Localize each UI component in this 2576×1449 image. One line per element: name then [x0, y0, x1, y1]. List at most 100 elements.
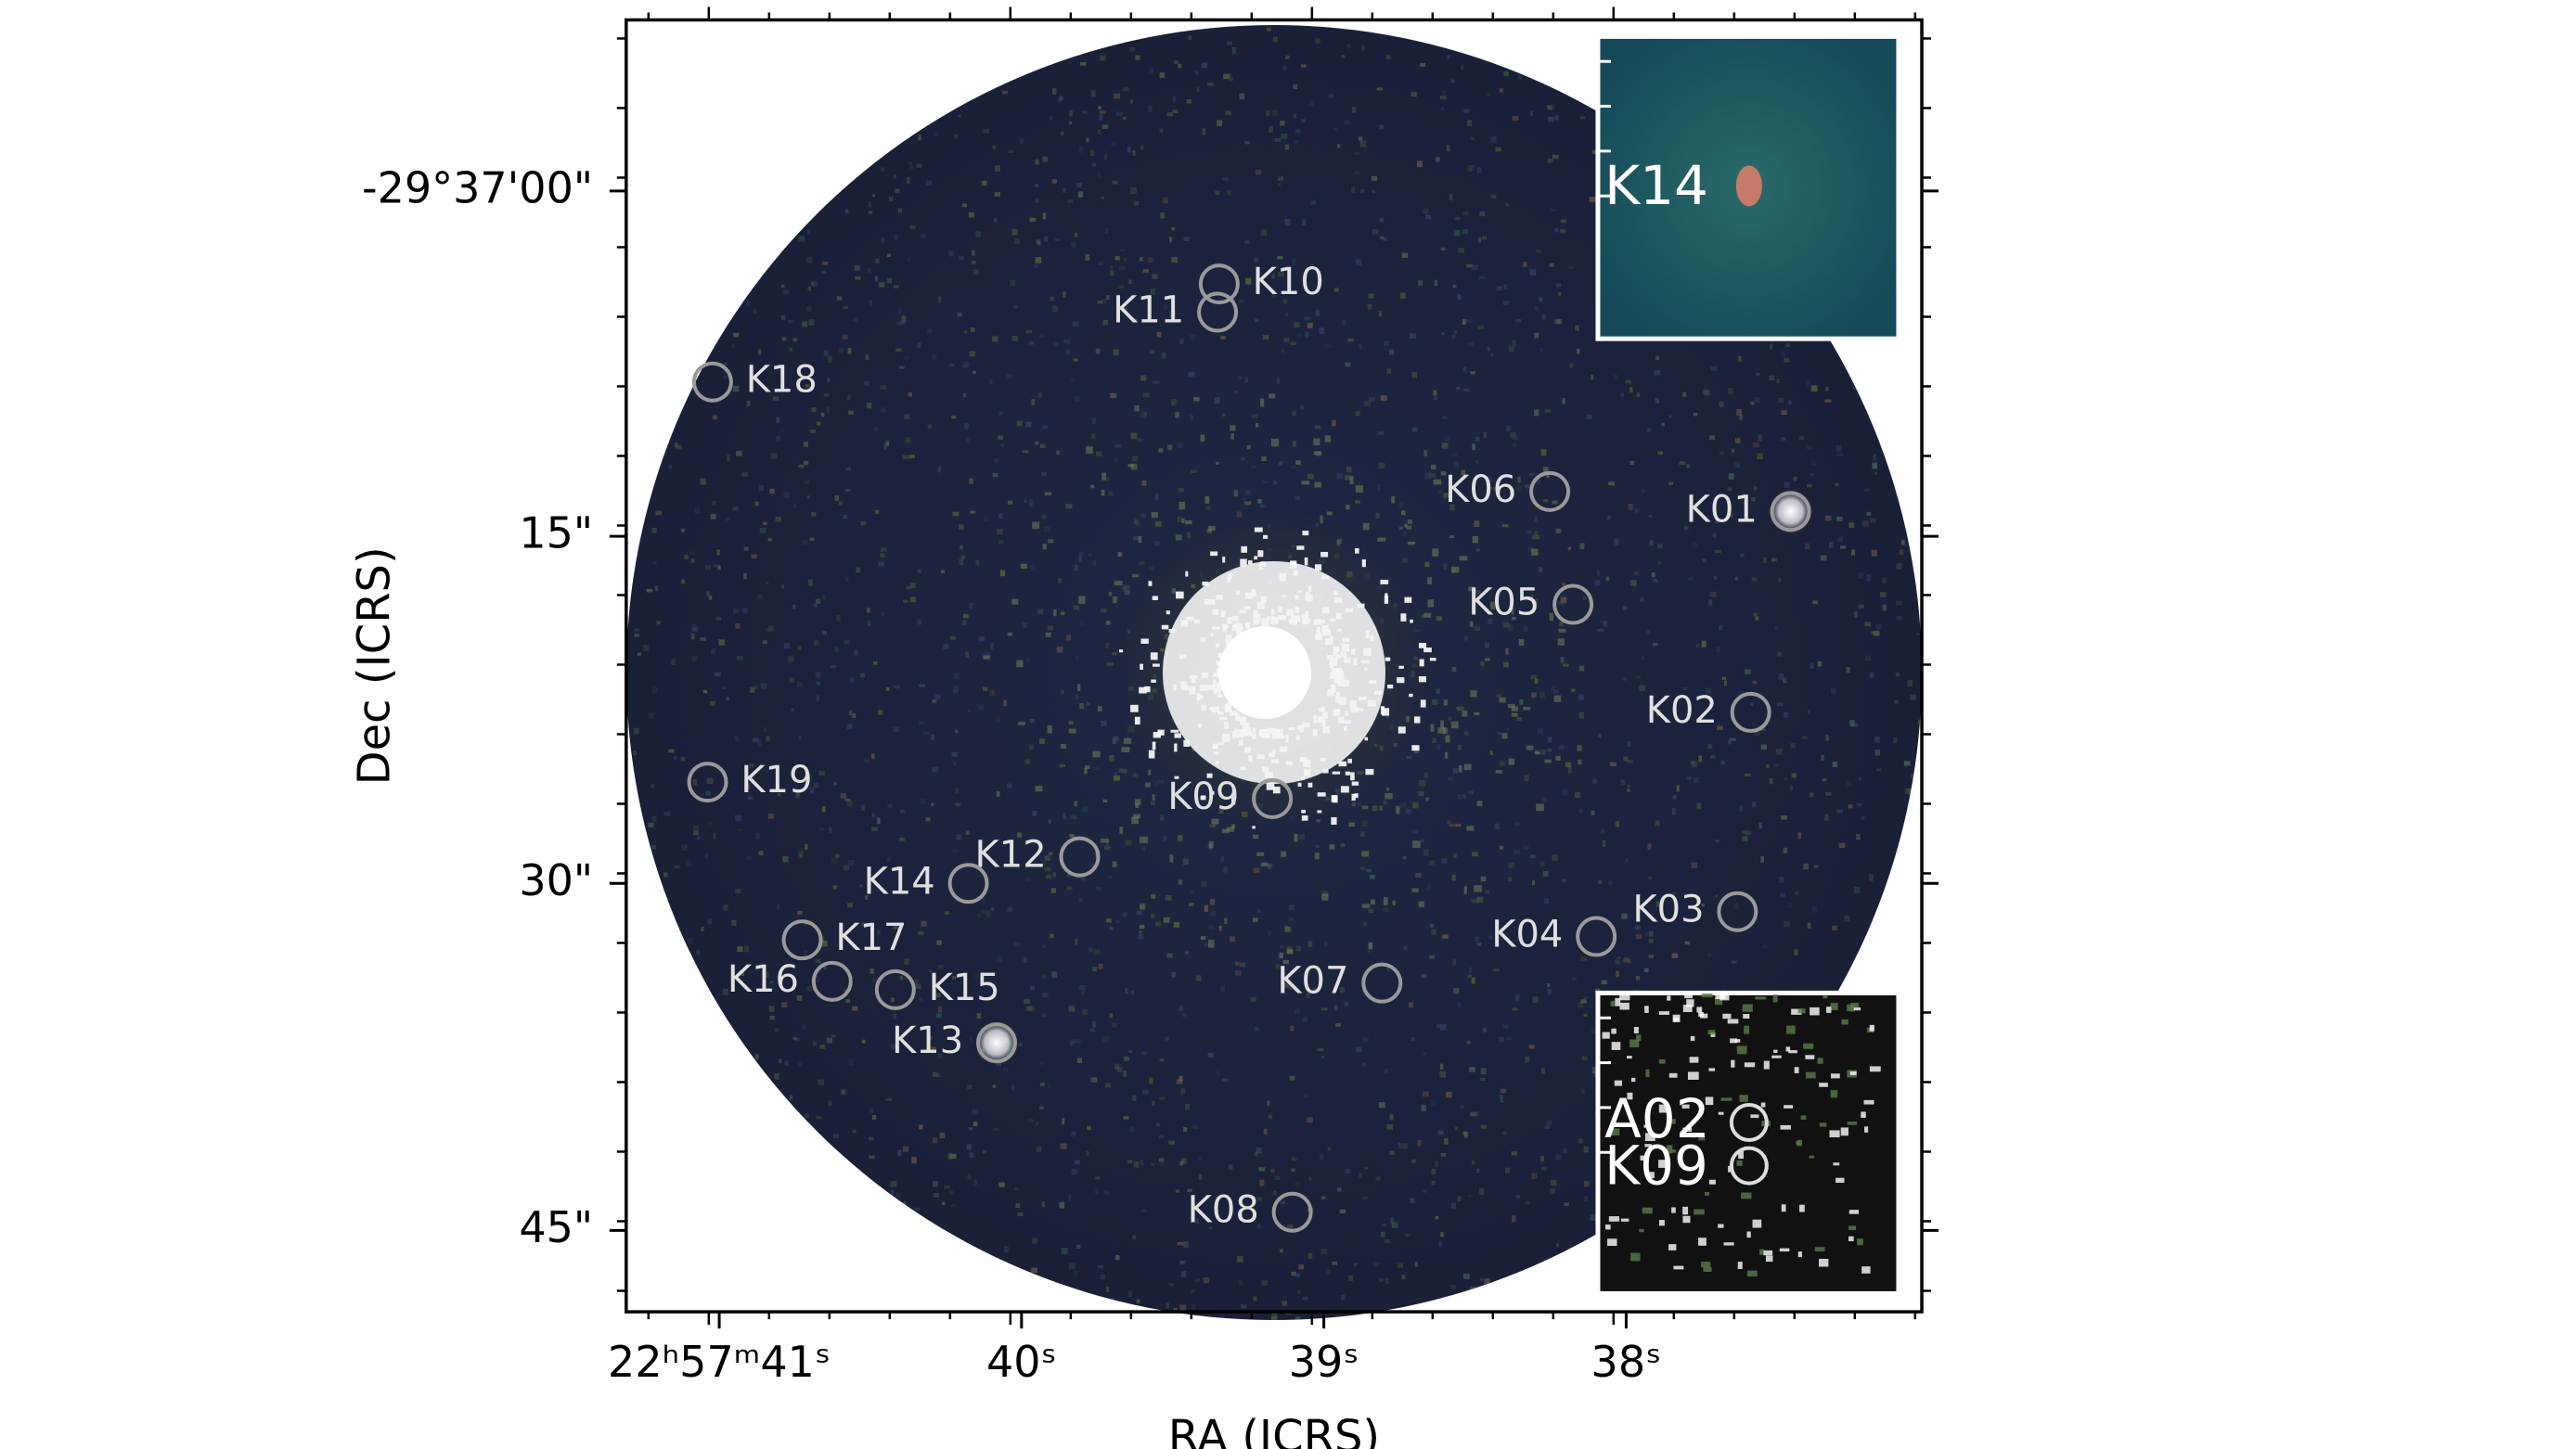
speckle-dot: [1846, 780, 1851, 787]
speckle-dot: [1092, 766, 1100, 771]
speckle-dot: [867, 620, 871, 626]
speckle-dot: [975, 559, 980, 566]
center-residual: [1410, 619, 1413, 623]
speckle-dot: [1301, 64, 1307, 68]
speckle-dot: [1641, 656, 1644, 660]
center-residual: [1176, 591, 1184, 599]
speckle-dot: [1469, 1286, 1476, 1291]
speckle-dot: [1917, 719, 1922, 725]
speckle-dot: [958, 114, 962, 118]
center-residual: [1307, 782, 1313, 788]
speckle-dot: [1153, 380, 1160, 385]
speckle-dot: [1539, 861, 1545, 866]
speckle-dot: [1475, 936, 1479, 942]
speckle-dot: [1125, 840, 1132, 846]
speckle-dot: [1380, 1231, 1385, 1237]
speckle-dot: [1183, 237, 1190, 242]
center-residual: [1462, 711, 1468, 717]
speckle-dot: [1288, 917, 1294, 921]
speckle-dot: [1109, 926, 1114, 930]
speckle-dot: [1593, 1071, 1597, 1078]
center-residual: [1338, 761, 1347, 767]
speckle-dot: [1801, 736, 1808, 739]
speckle-dot: [651, 845, 657, 850]
speckle-dot: [804, 480, 810, 484]
speckle-dot: [1052, 88, 1057, 95]
speckle-dot: [1362, 1037, 1369, 1043]
center-residual: [1281, 851, 1287, 857]
inset-speckle: [1841, 1019, 1848, 1025]
speckle-dot: [1170, 399, 1177, 405]
speckle-dot: [1490, 194, 1497, 199]
center-residual: [1474, 712, 1480, 716]
center-residual: [1470, 690, 1477, 698]
speckle-dot: [1154, 781, 1158, 786]
speckle-dot: [1336, 473, 1344, 480]
speckle-dot: [633, 727, 639, 735]
speckle-dot: [1091, 1020, 1096, 1028]
speckle-dot: [1008, 149, 1014, 153]
speckle-dot: [1653, 579, 1658, 583]
center-residual: [1209, 790, 1215, 795]
speckle-dot: [881, 612, 884, 616]
speckle-dot: [1479, 1278, 1484, 1282]
speckle-dot: [1211, 1316, 1218, 1320]
speckle-dot: [1315, 309, 1320, 316]
speckle-dot: [872, 978, 878, 983]
speckle-dot: [1044, 866, 1051, 872]
speckle-dot: [1905, 789, 1913, 795]
speckle-dot: [1547, 105, 1552, 110]
speckle-dot: [1129, 46, 1135, 52]
speckle-dot: [1684, 941, 1691, 945]
speckle-dot: [1147, 694, 1154, 700]
speckle-dot: [1333, 1005, 1338, 1011]
speckle-dot: [1239, 1280, 1243, 1286]
speckle-dot: [1476, 896, 1484, 904]
speckle-dot: [1813, 865, 1819, 868]
speckle-dot: [1623, 756, 1629, 762]
speckle-dot: [908, 455, 915, 459]
speckle-dot: [1068, 1263, 1075, 1270]
center-residual: [1361, 851, 1370, 857]
source-label: K08: [1188, 1189, 1259, 1232]
speckle-dot: [993, 1127, 999, 1132]
speckle-dot: [1295, 129, 1301, 134]
inset-speckle: [1698, 1237, 1707, 1246]
speckle-dot: [813, 604, 818, 608]
speckle-dot: [1835, 482, 1839, 487]
speckle-dot: [1562, 398, 1565, 404]
speckle-dot: [1165, 634, 1171, 640]
inset-speckle: [1850, 1003, 1860, 1008]
speckle-dot: [1502, 524, 1509, 528]
speckle-dot: [751, 554, 757, 558]
speckle-dot: [1581, 1056, 1588, 1060]
speckle-dot: [1089, 1077, 1096, 1083]
center-residual: [1152, 596, 1158, 600]
speckle-dot: [1088, 947, 1093, 953]
inset-speckle: [1630, 1077, 1636, 1083]
speckle-dot: [1322, 891, 1329, 896]
speckle-dot: [1781, 351, 1785, 358]
speckle-dot: [887, 857, 891, 862]
speckle-dot: [1104, 1083, 1112, 1088]
speckle-dot: [1458, 706, 1464, 712]
speckle-dot: [1105, 477, 1111, 481]
speckle-dot: [1140, 411, 1147, 418]
speckle-dot: [1483, 431, 1488, 439]
speckle-dot: [1529, 854, 1536, 859]
speckle-dot: [1115, 111, 1123, 116]
speckle-dot: [1208, 925, 1216, 930]
inset-speckle: [1696, 1007, 1703, 1013]
inset-speckle: [1739, 1095, 1748, 1102]
speckle-dot: [737, 946, 743, 953]
speckle-dot: [1141, 1209, 1147, 1212]
speckle-dot: [726, 455, 730, 462]
speckle-dot: [1386, 1123, 1394, 1130]
speckle-dot: [1325, 797, 1330, 801]
speckle-dot: [941, 1201, 946, 1206]
speckle-dot: [974, 973, 978, 979]
speckle-dot: [1812, 600, 1818, 605]
speckle-dot: [792, 338, 797, 342]
speckle-dot: [1457, 1196, 1462, 1202]
speckle-dot: [1244, 240, 1250, 244]
